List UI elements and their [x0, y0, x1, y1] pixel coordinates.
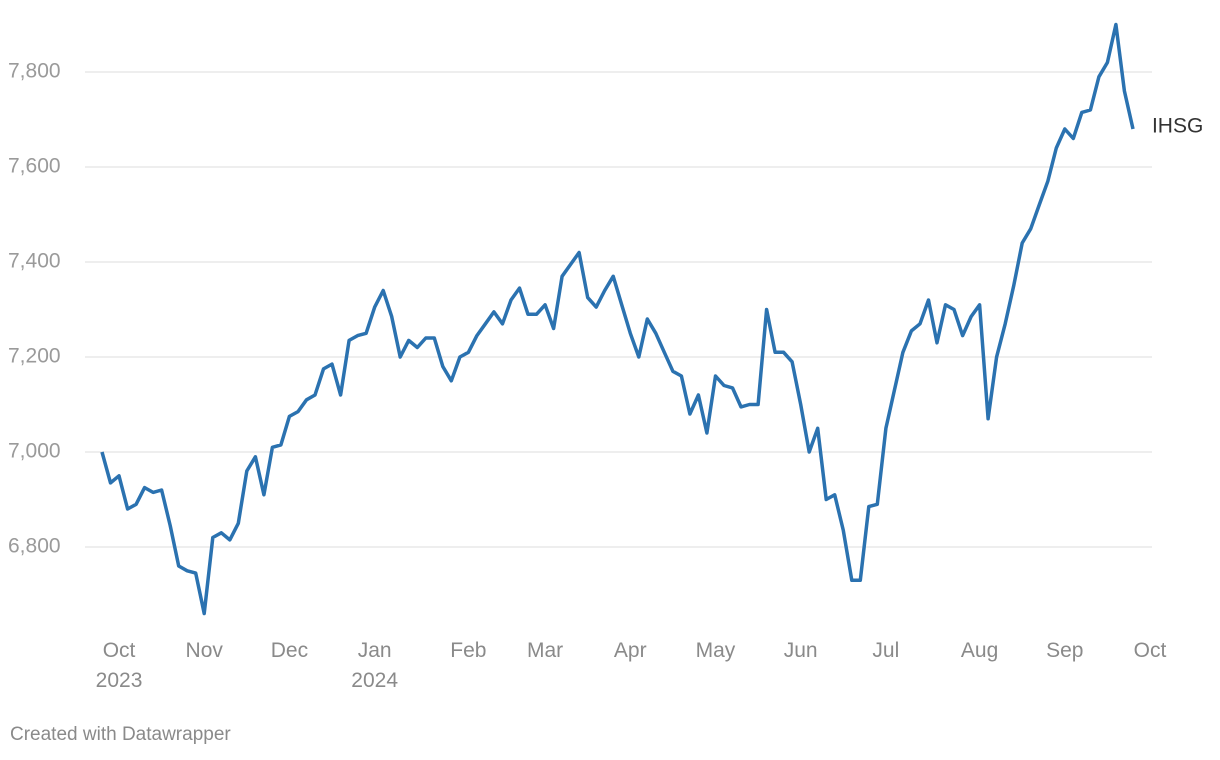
x-tick-label: Mar [526, 639, 564, 662]
x-tick-label: Jan 2024 [351, 639, 398, 692]
x-tick-label: Sep [1046, 639, 1084, 662]
y-tick-label: 7,800 [8, 60, 61, 83]
x-tick-label: Apr [613, 639, 647, 662]
x-tick-label: Oct 2023 [95, 639, 143, 692]
x-tick-label: Oct [1133, 639, 1167, 662]
series-label: IHSG [1152, 115, 1203, 138]
y-tick-label: 7,600 [8, 155, 61, 178]
x-tick-label: Feb [450, 639, 487, 662]
x-tick-label: Dec [270, 639, 309, 662]
line [100, 22, 1135, 616]
y-tick-label: 7,400 [8, 250, 61, 273]
y-tick-label: 7,000 [8, 440, 61, 463]
credit: Created with Datawrapper [10, 724, 231, 745]
x-tick-label: Nov [185, 639, 223, 662]
y-tick-label: 7,200 [8, 345, 61, 368]
x-tick-label: May [695, 639, 736, 662]
x-tick-label: Aug [960, 639, 999, 662]
x-tick-label: Jul [872, 639, 900, 662]
x-tick-label: Jun [783, 639, 818, 662]
y-tick-label: 6,800 [8, 535, 61, 558]
